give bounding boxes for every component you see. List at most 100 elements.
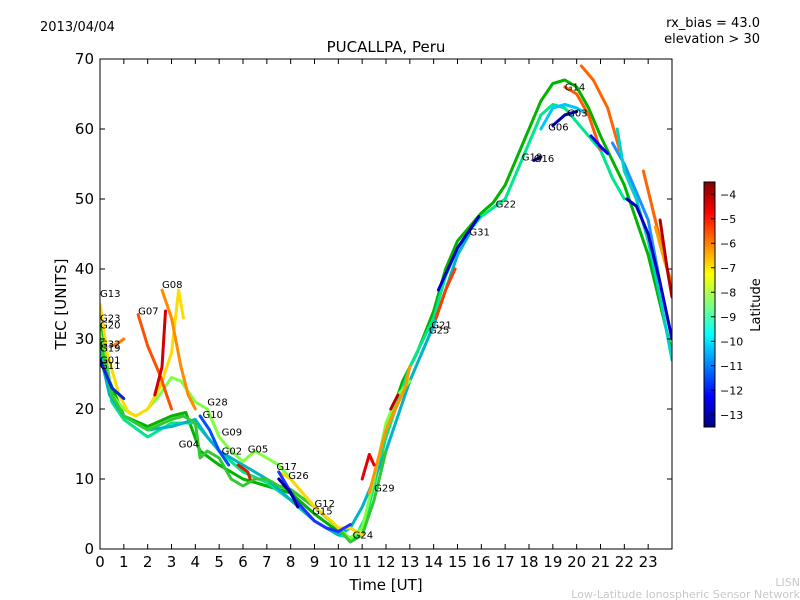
satellite-label-3: G32 (100, 339, 120, 350)
colorbar-label: Latitude (749, 278, 764, 332)
colorbar-tick-label-2: −6 (720, 237, 736, 250)
tec-trace-22 (539, 103, 591, 131)
colorbar (703, 181, 716, 428)
x-tick-label-9: 9 (310, 553, 320, 571)
footer-network: Low-Latitude Ionospheric Sensor Network (571, 588, 800, 600)
satellite-label-14: G05 (248, 444, 268, 455)
tec-trace-23 (551, 110, 579, 127)
satellite-label-4: G19 (100, 344, 120, 355)
tec-trace-13 (277, 477, 300, 509)
satellite-label-0: G13 (100, 289, 120, 300)
x-tick-label-11: 11 (353, 553, 372, 571)
satellite-label-22: G25 (429, 325, 449, 336)
x-tick-label-16: 16 (472, 553, 491, 571)
y-axis-label: TEC [UNITS] (52, 259, 70, 351)
tec-trace-16 (367, 365, 412, 495)
satellite-label-18: G15 (312, 507, 332, 518)
tec-trace-14 (198, 414, 231, 467)
satellite-label-6: G11 (100, 361, 120, 372)
y-tick-label-4: 40 (75, 260, 94, 278)
y-tick-label-3: 30 (75, 330, 94, 348)
satellite-label-19: G24 (353, 531, 373, 542)
elevation-label: elevation > 30 (664, 32, 760, 47)
tec-trace-6 (160, 288, 197, 411)
x-tick-label-12: 12 (376, 553, 395, 571)
y-tick-label-5: 50 (75, 190, 94, 208)
satellite-label-12: G09 (222, 428, 242, 439)
x-tick-label-22: 22 (615, 553, 634, 571)
x-tick-label-3: 3 (167, 553, 177, 571)
y-tick-label-1: 10 (75, 470, 94, 488)
tec-trace-19 (436, 215, 481, 292)
x-tick-label-2: 2 (143, 553, 153, 571)
satellite-label-23: G31 (469, 227, 489, 238)
colorbar-tick-label-6: −10 (720, 335, 743, 348)
x-tick-label-5: 5 (214, 553, 224, 571)
x-axis: 0 1 2 3 4 5 6 7 8 9 10 11 12 13 14 15 16 17 18 19 20 21 22 23 (95, 59, 658, 571)
series-layer (100, 64, 672, 544)
satellite-label-25: G18 (522, 153, 542, 164)
y-tick-label-6: 60 (75, 120, 94, 138)
satellite-label-9: G28 (207, 398, 227, 409)
satellite-label-16: G26 (288, 471, 308, 482)
satellite-label-13: G02 (222, 447, 242, 458)
satellite-label-17: G12 (315, 499, 335, 510)
tec-trace-17 (360, 453, 376, 481)
tec-trace-9 (110, 337, 126, 348)
tec-trace-24 (563, 85, 602, 152)
tec-trace-5 (100, 288, 185, 418)
satellite-label-7: G07 (138, 307, 158, 318)
x-tick-label-15: 15 (448, 553, 467, 571)
y-tick-label-7: 70 (75, 50, 94, 68)
satellite-label-10: G10 (203, 410, 223, 421)
x-tick-label-7: 7 (262, 553, 272, 571)
footer-lisn: LISN (775, 576, 800, 589)
x-tick-label-8: 8 (286, 553, 296, 571)
x-tick-label-10: 10 (329, 553, 348, 571)
satellite-label-26: G16 (534, 154, 554, 165)
tec-trace-15 (236, 463, 252, 481)
tec-trace-1 (100, 103, 626, 540)
x-tick-label-23: 23 (639, 553, 658, 571)
colorbar-tick-label-3: −7 (720, 262, 736, 275)
satellite-label-28: G03 (567, 108, 587, 119)
satellite-label-1: G23 (100, 314, 120, 325)
satellite-label-15: G17 (276, 462, 296, 473)
tec-trace-31 (625, 197, 672, 341)
satellite-label-27: G06 (548, 122, 568, 133)
tec-trace-11 (277, 470, 364, 537)
satellite-label-8: G08 (162, 280, 182, 291)
colorbar-tick-label-4: −8 (720, 286, 736, 299)
x-tick-label-4: 4 (191, 553, 201, 571)
rx-bias-label: rx_bias = 43.0 (666, 16, 760, 31)
x-axis-label: Time [UT] (348, 576, 422, 594)
x-tick-label-14: 14 (424, 553, 443, 571)
colorbar-ticks: −4 −5 −6 −7 −8 −9 −10 −11 −12 −13 (711, 188, 743, 422)
satellite-label-11: G04 (179, 440, 199, 451)
satellite-label-24: G22 (496, 199, 516, 210)
tec-trace-4 (100, 337, 388, 544)
satellite-label-20: G29 (374, 484, 394, 495)
x-tick-label-20: 20 (567, 553, 586, 571)
y-tick-label-2: 20 (75, 400, 94, 418)
x-tick-label-17: 17 (496, 553, 515, 571)
colorbar-tick-label-9: −13 (720, 409, 743, 422)
x-tick-label-0: 0 (95, 553, 105, 571)
tec-trace-0 (100, 78, 672, 540)
colorbar-tick-label-8: −12 (720, 384, 743, 397)
x-tick-label-19: 19 (543, 553, 562, 571)
tec-trace-10 (100, 358, 126, 400)
colorbar-tick-label-0: −4 (720, 188, 736, 201)
satellite-label-2: G20 (100, 321, 120, 332)
satellite-label-29: G14 (565, 83, 585, 94)
x-tick-label-13: 13 (400, 553, 419, 571)
x-tick-label-6: 6 (238, 553, 248, 571)
tec-trace-18 (389, 393, 400, 411)
colorbar-tick-label-1: −5 (720, 213, 736, 226)
date-label: 2013/04/04 (40, 20, 115, 35)
chart-title: PUCALLPA, Peru (327, 38, 446, 56)
colorbar-tick-label-7: −11 (720, 360, 743, 373)
tec-trace-20 (434, 267, 457, 320)
